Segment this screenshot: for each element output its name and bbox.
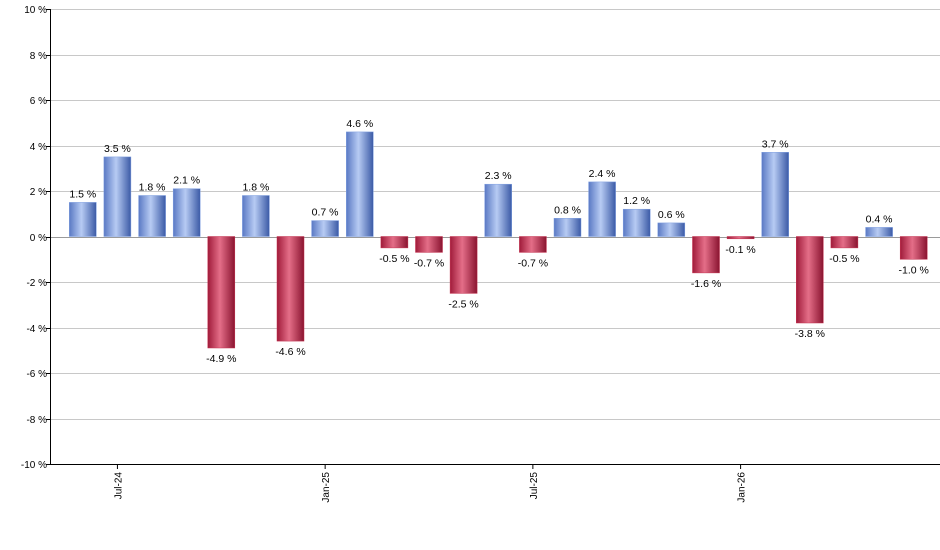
bar (103, 156, 132, 237)
y-tick-label: -4 % (26, 324, 47, 335)
data-label: -4.6 % (275, 346, 305, 358)
data-label: 0.6 % (658, 209, 685, 221)
bar (899, 236, 928, 260)
y-tick-label: 4 % (30, 142, 47, 153)
data-label: 2.3 % (485, 170, 512, 182)
data-label: 4.6 % (346, 118, 373, 130)
bar (830, 236, 859, 249)
bar (415, 236, 443, 253)
data-label: 1.8 % (139, 182, 166, 194)
data-label: -0.5 % (379, 253, 409, 265)
bar (346, 131, 374, 237)
data-label: -0.5 % (829, 253, 859, 265)
data-label: 0.7 % (312, 207, 339, 219)
bar (138, 195, 166, 237)
bar (69, 202, 97, 237)
data-label: -4.9 % (206, 353, 236, 365)
bar (761, 152, 789, 237)
data-label: 0.4 % (866, 213, 893, 225)
bar (726, 236, 755, 240)
bar (588, 181, 616, 237)
y-tick-label: -6 % (26, 369, 47, 380)
x-tick-label: Jan-25 (321, 472, 332, 503)
y-tick-label: -10 % (21, 460, 47, 471)
data-label: -0.7 % (414, 257, 444, 269)
bar (865, 227, 893, 237)
bars (69, 131, 928, 349)
y-axis: -10 % -8 % -6 % -4 % -2 % 0 % 2 % 4 % 6 % 8 % 10 % (21, 5, 51, 471)
bar (622, 208, 651, 237)
data-label: 1.2 % (623, 195, 650, 207)
bar (276, 236, 305, 342)
bar (796, 236, 824, 324)
bar (692, 236, 720, 274)
x-axis: Jul-24 Jan-25 Jul-25 Jan-26 (50, 464, 940, 503)
bar (311, 220, 339, 237)
x-tick-label: Jul-25 (529, 472, 540, 500)
x-tick-label: Jan-26 (737, 472, 748, 503)
bar (172, 188, 201, 237)
bar (484, 183, 512, 237)
bar (519, 236, 547, 253)
bar (449, 236, 478, 294)
bar (657, 222, 686, 237)
data-label: 3.5 % (104, 143, 131, 155)
y-tick-label: -2 % (26, 278, 47, 289)
y-tick-label: 0 % (30, 233, 47, 244)
bar (242, 195, 270, 237)
y-tick-label: 10 % (24, 5, 47, 16)
data-label: -0.1 % (725, 244, 755, 256)
y-tick-label: 2 % (30, 187, 47, 198)
y-tick-label: -8 % (26, 415, 47, 426)
data-label: 3.7 % (762, 138, 789, 150)
data-label: 1.8 % (242, 182, 269, 194)
data-label: 2.1 % (173, 175, 200, 187)
data-label: -1.6 % (691, 278, 721, 290)
y-tick-label: 8 % (30, 51, 47, 62)
bar (380, 236, 409, 249)
data-label: -3.8 % (795, 328, 825, 340)
x-tick-label: Jul-24 (113, 472, 124, 500)
data-label: -0.7 % (518, 257, 548, 269)
bar (207, 236, 236, 349)
data-label: 1.5 % (69, 188, 96, 200)
data-label: -1.0 % (899, 264, 929, 276)
data-label: -2.5 % (448, 298, 478, 310)
data-label: 2.4 % (589, 168, 616, 180)
bar (553, 218, 582, 237)
y-tick-label: 6 % (30, 96, 47, 107)
data-label: 0.8 % (554, 204, 581, 216)
data-labels: 1.5 % 3.5 % 1.8 % 2.1 % -4.9 % 1.8 % -4.6 % 0.7… (69, 118, 929, 365)
